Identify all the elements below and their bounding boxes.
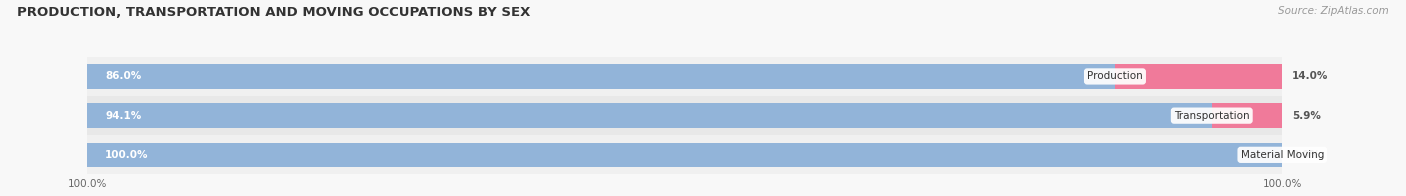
Text: Transportation: Transportation [1174,111,1250,121]
Text: 5.9%: 5.9% [1292,111,1320,121]
Text: 86.0%: 86.0% [105,71,142,82]
Bar [87,57,1282,96]
Bar [1212,103,1282,128]
Text: 0.0%: 0.0% [1292,150,1320,160]
Text: 94.1%: 94.1% [105,111,142,121]
Text: Source: ZipAtlas.com: Source: ZipAtlas.com [1278,6,1389,16]
Text: Material Moving: Material Moving [1240,150,1324,160]
Text: Production: Production [1087,71,1143,82]
Bar [87,143,1282,167]
Text: 14.0%: 14.0% [1292,71,1329,82]
Bar [87,135,1282,174]
Text: 100.0%: 100.0% [105,150,149,160]
Bar [87,64,1115,89]
Text: PRODUCTION, TRANSPORTATION AND MOVING OCCUPATIONS BY SEX: PRODUCTION, TRANSPORTATION AND MOVING OC… [17,6,530,19]
Bar [87,96,1282,135]
Bar [1115,64,1282,89]
Bar [87,103,1212,128]
